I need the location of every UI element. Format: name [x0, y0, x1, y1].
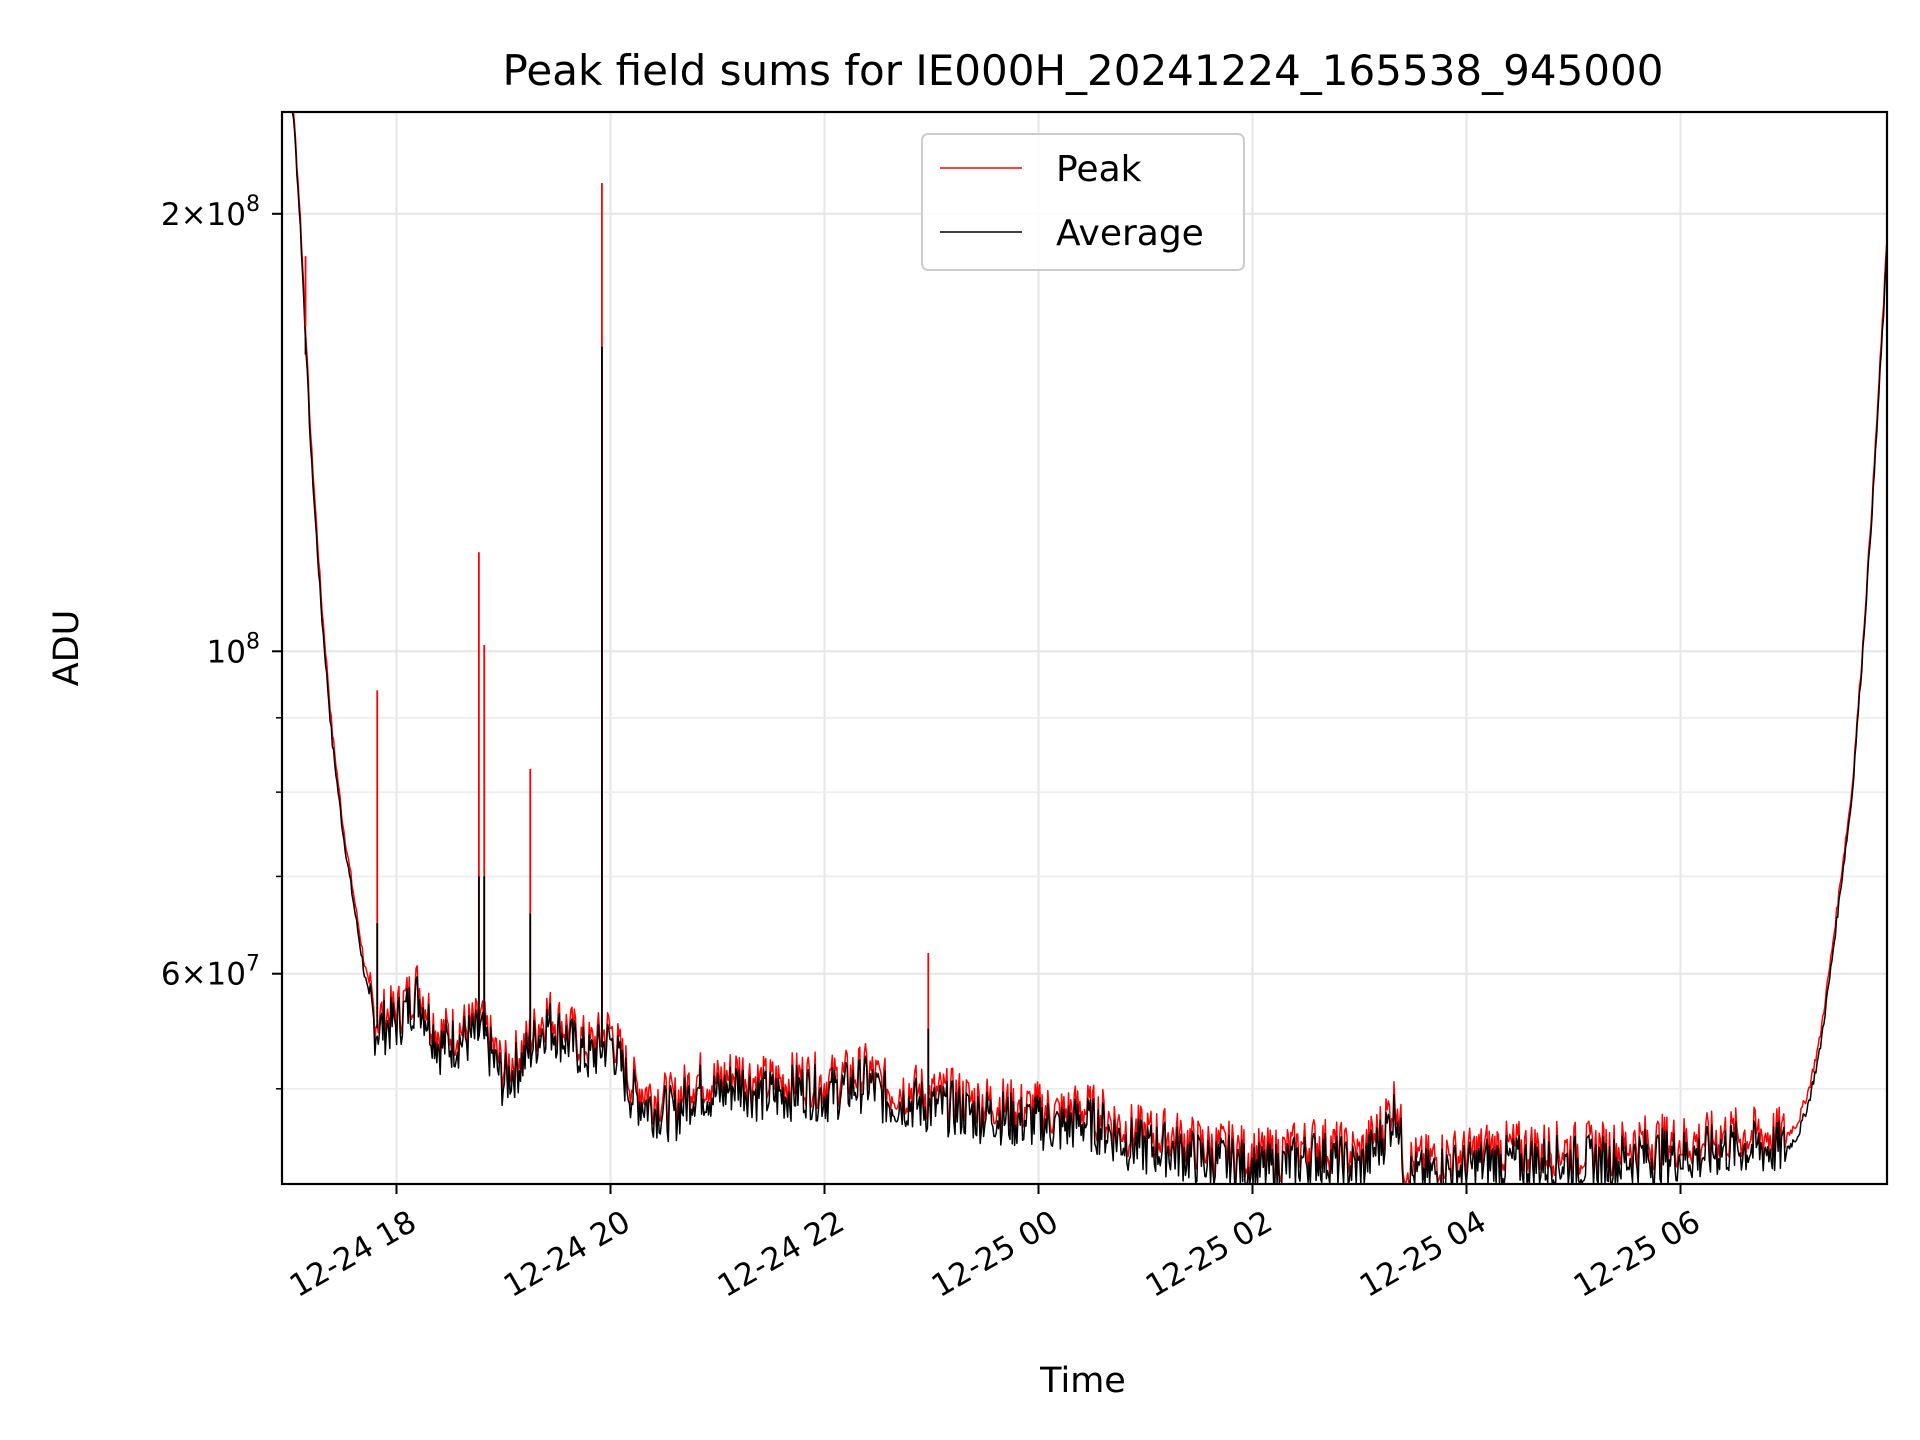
- y-tick-label: 108: [207, 629, 260, 670]
- y-tick-label-exponent: 8: [246, 629, 260, 654]
- y-tick-label-base: 6×10: [161, 957, 246, 993]
- y-tick-label-base: 10: [207, 634, 246, 670]
- series-line-average: [282, 111, 1888, 1185]
- y-tick-label: 2×108: [161, 192, 260, 233]
- plot-area: [282, 111, 1888, 1185]
- legend-label-average: Average: [1056, 213, 1204, 254]
- x-axis-label: Time: [1039, 1361, 1126, 1401]
- y-tick-label-base: 2×10: [161, 197, 246, 233]
- chart-title: Peak field sums for IE000H_20241224_1655…: [503, 46, 1664, 95]
- grid: [282, 112, 1887, 1184]
- y-tick-label: 6×107: [161, 952, 260, 993]
- axes-frame: [280, 110, 1889, 1186]
- legend: Peak Average: [921, 133, 1245, 271]
- y-tick-label-exponent: 8: [246, 192, 260, 217]
- y-tick-label-exponent: 7: [246, 952, 260, 977]
- y-axis-label: ADU: [47, 610, 87, 687]
- legend-label-peak: Peak: [1056, 149, 1142, 190]
